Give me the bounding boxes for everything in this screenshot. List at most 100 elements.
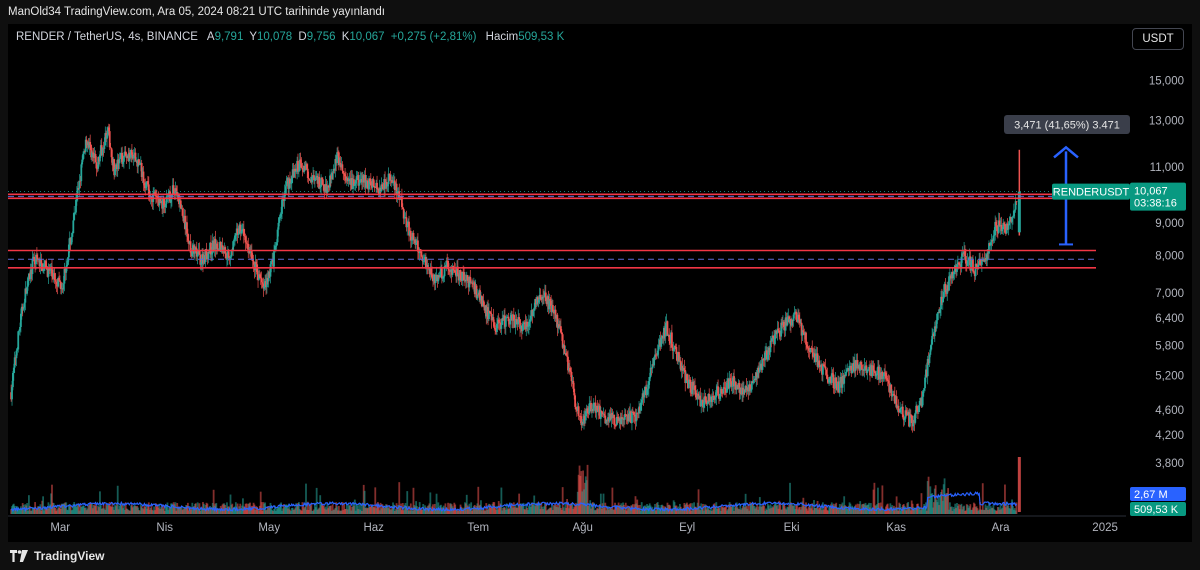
candle-body (150, 196, 153, 199)
volume-bar (358, 503, 361, 514)
candle-body (800, 322, 803, 336)
candle-body (917, 405, 920, 412)
candle-body (678, 352, 680, 361)
volume-bar (393, 504, 395, 514)
chart-area[interactable]: 15,000 13,000 11,000 9,000 8,000 7,000 6,400 5,… (8, 24, 1192, 542)
volume-bar (947, 488, 950, 514)
candle-body (994, 221, 997, 236)
candle-body (924, 377, 926, 389)
candle-body (277, 222, 280, 230)
candle-body (801, 330, 804, 336)
price-chart[interactable]: 15,000 13,000 11,000 9,000 8,000 7,000 6,400 5,… (8, 24, 1192, 542)
candle-body (575, 406, 577, 410)
candle-body (1011, 217, 1013, 222)
volume-bar (725, 505, 727, 514)
candle-body (826, 374, 829, 380)
candle-body (365, 180, 368, 188)
volume-bar (522, 502, 525, 514)
legend-low: 9,756 (306, 31, 336, 43)
candle-body (705, 400, 708, 405)
candle-body (988, 243, 990, 254)
candle-body (461, 271, 464, 281)
volume-bar (538, 503, 541, 514)
volume-bar (518, 493, 521, 514)
candle-body (890, 384, 893, 396)
candle-body (647, 381, 650, 389)
candle-body (500, 324, 503, 329)
candle-body (543, 296, 545, 298)
candle-body (921, 396, 924, 407)
volume-bar (353, 499, 356, 514)
candle-body (305, 164, 308, 169)
candle-body (774, 334, 776, 345)
candle-body (884, 372, 886, 374)
volume-bar (988, 502, 990, 514)
candle-body (200, 261, 203, 265)
candle-body (966, 260, 969, 266)
candle-body (301, 167, 304, 170)
x-tick-label: 2025 (1092, 522, 1118, 534)
y-tick-label: 4,600 (1155, 405, 1184, 417)
candle-body (147, 181, 149, 185)
measure-label-group: 3,471 (41,65%) 3.471 (1004, 115, 1130, 134)
candle-body (402, 208, 405, 219)
candle-body (99, 154, 101, 162)
candle-body (979, 259, 981, 265)
candle-body (635, 412, 638, 422)
candle-body (709, 401, 711, 402)
candle-body (372, 179, 375, 186)
candle-body (469, 276, 472, 283)
volume-bar (704, 504, 707, 514)
volume-bar (102, 502, 105, 514)
candle-body (58, 277, 60, 281)
candle-body (998, 220, 1001, 227)
candle-body (285, 181, 288, 187)
volume-bar (406, 491, 409, 514)
candle-body (172, 185, 175, 194)
candle-body (374, 187, 377, 189)
candle-body (821, 364, 824, 375)
candle-body (689, 379, 692, 393)
candle-body (82, 153, 84, 160)
volume-bar (280, 502, 283, 514)
candle-body (405, 217, 408, 228)
candle-body (694, 385, 696, 391)
candle-body (850, 365, 853, 374)
volume-bar (859, 501, 862, 514)
candle-body (861, 364, 863, 371)
volume-bar (1004, 484, 1006, 514)
volume-bar (54, 507, 57, 514)
volume-bar (198, 503, 201, 514)
candle-body (939, 309, 942, 313)
candle-body (409, 230, 412, 241)
candle-body (369, 181, 372, 186)
candle-body (11, 387, 13, 400)
tradingview-logo[interactable]: TradingView (10, 549, 104, 563)
last-volume-bar (1017, 457, 1021, 512)
candle-body (437, 275, 440, 282)
x-tick-label: Eyl (679, 522, 695, 534)
volume-bar (843, 496, 846, 514)
candle-body (479, 290, 481, 301)
candle-body (412, 233, 415, 241)
candle-body (73, 212, 76, 221)
candle-body (439, 271, 442, 278)
candle-body (391, 180, 394, 183)
candle-body (832, 374, 835, 389)
candle-body (250, 250, 253, 260)
candle-body (807, 347, 810, 351)
candle-body (426, 264, 429, 269)
currency-button[interactable]: USDT (1132, 28, 1184, 50)
volume-bar (349, 504, 352, 514)
candle-body (239, 224, 242, 234)
candle-body (533, 307, 536, 311)
candle-body (186, 222, 188, 234)
candle-body (430, 268, 433, 275)
candle-body (420, 251, 423, 257)
candle-body (260, 277, 263, 283)
candle-body (885, 372, 887, 379)
candle-body (266, 278, 268, 288)
candle-body (592, 402, 595, 411)
candle-body (554, 309, 557, 319)
candle-body (237, 233, 240, 235)
